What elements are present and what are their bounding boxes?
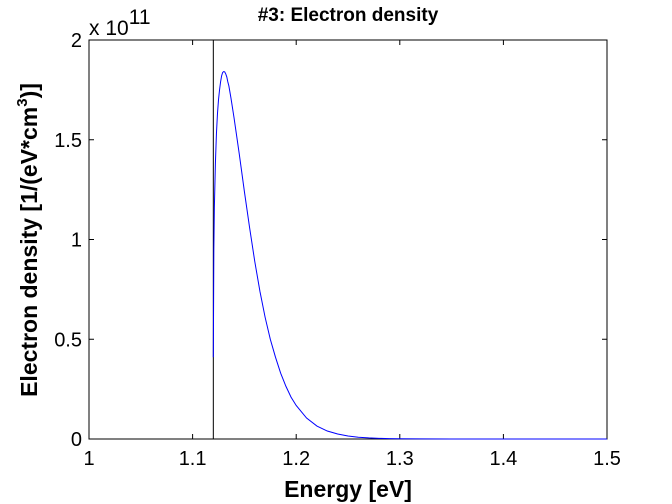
plot-area — [88, 39, 608, 440]
y-tick-label-2: 1 — [71, 230, 82, 252]
y-tick-label-3: 1.5 — [54, 130, 82, 152]
y-tick-label-1: 0.5 — [54, 329, 82, 351]
y-tick-label-4: 2 — [71, 30, 82, 52]
y-tick-label-0: 0 — [71, 429, 82, 451]
electron-density-line — [212, 70, 607, 440]
x-tick-label-1: 1.1 — [179, 448, 207, 470]
x-tick-label-3: 1.3 — [386, 448, 414, 470]
chart-title: #3: Electron density — [258, 5, 439, 26]
x-tick-label-5: 1.5 — [593, 448, 621, 470]
x-axis-label: Energy [eV] — [284, 476, 412, 502]
y-multiplier: x 1011 — [89, 6, 151, 40]
x-tick-label-0: 1 — [83, 448, 94, 470]
x-tick-label-4: 1.4 — [489, 448, 517, 470]
y-axis-label: Electron density [1/(eV*cm3)] — [14, 83, 42, 397]
x-tick-label-2: 1.2 — [282, 448, 310, 470]
tick-labels: 1 1.1 1.2 1.3 1.4 1.5 0 0.5 1 1.5 2 — [54, 30, 621, 470]
